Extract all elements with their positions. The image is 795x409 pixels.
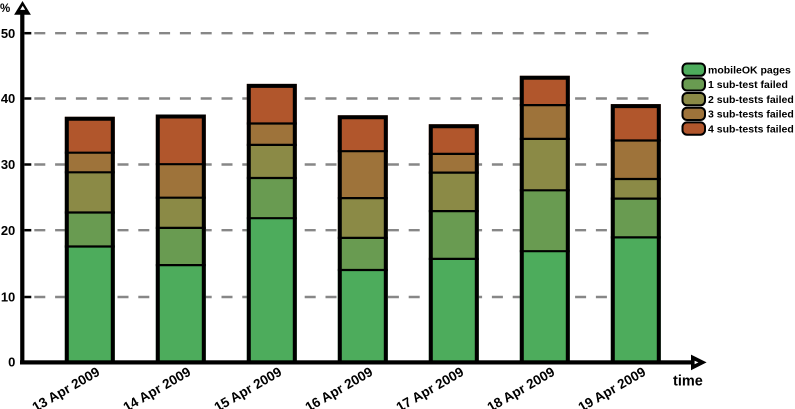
svg-text:mobileOK pages: mobileOK pages (708, 64, 791, 76)
svg-text:30: 30 (1, 157, 15, 172)
svg-text:%: % (0, 3, 10, 15)
svg-text:time: time (673, 374, 703, 390)
svg-text:50: 50 (1, 26, 15, 41)
svg-text:10: 10 (1, 290, 15, 305)
svg-text:3 sub-tests failed: 3 sub-tests failed (708, 109, 794, 121)
svg-text:4 sub-tests failed: 4 sub-tests failed (708, 123, 794, 135)
svg-text:0: 0 (8, 355, 15, 370)
svg-text:2 sub-tests failed: 2 sub-tests failed (708, 94, 794, 106)
svg-text:40: 40 (1, 91, 15, 106)
svg-text:20: 20 (1, 223, 15, 238)
svg-text:1 sub-test failed: 1 sub-test failed (708, 79, 788, 91)
